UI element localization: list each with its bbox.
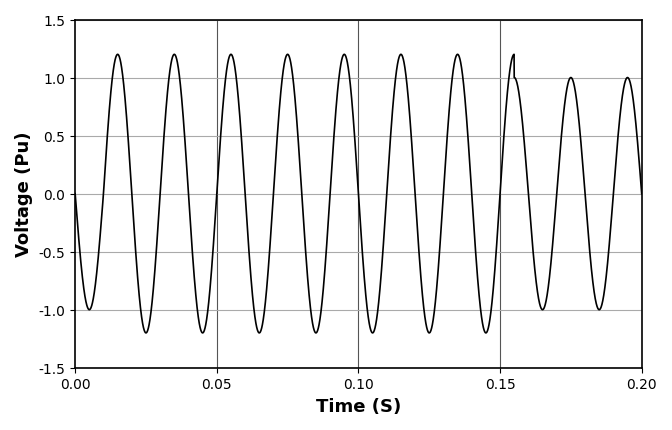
X-axis label: Time (S): Time (S) [316, 397, 401, 415]
Y-axis label: Voltage (Pu): Voltage (Pu) [15, 132, 33, 257]
